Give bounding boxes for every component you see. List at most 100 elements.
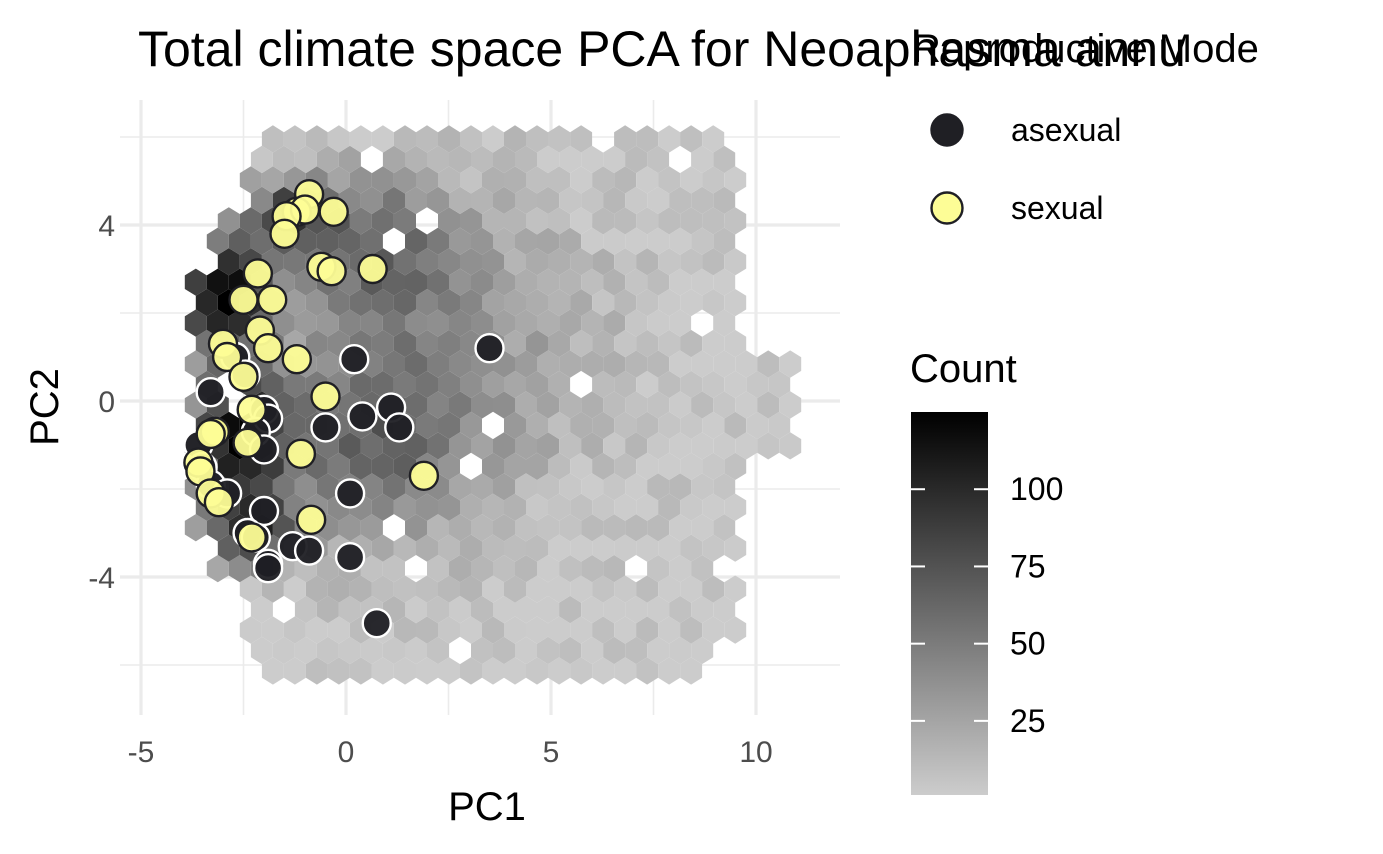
hex-bin (427, 636, 449, 665)
hex-bin (636, 329, 659, 358)
hex-bin (647, 636, 670, 665)
hex-bin (713, 186, 736, 214)
hex-bin (294, 227, 317, 255)
hex-bin (537, 145, 560, 174)
colorbar-tick-label: 75 (1010, 548, 1046, 584)
hex-bin (636, 370, 659, 399)
hex-bin (393, 534, 416, 562)
hex-bin (691, 268, 714, 296)
hex-bin (537, 636, 560, 665)
hex-bin (526, 248, 548, 276)
hex-bin (570, 534, 593, 562)
hex-bin (570, 452, 593, 480)
hex-bin (206, 227, 229, 255)
hex-bin (416, 166, 438, 194)
hex-bin (294, 473, 317, 501)
hex-bin (680, 370, 703, 399)
hex-bin (702, 534, 725, 562)
hex-bin (625, 227, 648, 255)
hex-bin (217, 207, 240, 235)
hex-bin (493, 186, 515, 214)
hex-bin (658, 289, 681, 317)
hex-bin (449, 555, 471, 583)
hex-bin (493, 473, 515, 501)
hex-bin (724, 452, 747, 480)
hex-bin (217, 452, 240, 480)
hex-bin (757, 391, 780, 419)
hex-bin (382, 555, 405, 583)
hex-bin (658, 329, 681, 358)
hex-bin (338, 514, 361, 542)
hex-bin (669, 555, 692, 583)
hex-bin (438, 329, 460, 358)
hex-bin (195, 289, 218, 317)
hex-bin (305, 616, 328, 644)
hex-bin (658, 452, 681, 480)
hex-bin (261, 166, 284, 194)
hex-bin (438, 125, 460, 153)
hex-bin (438, 370, 460, 399)
hex-bin (504, 166, 526, 194)
hex-bin (405, 145, 427, 174)
hex-bin (471, 514, 493, 542)
hex-bin (625, 309, 648, 337)
hex-bin (316, 555, 339, 583)
hex-bin (393, 125, 416, 153)
hex-bin (581, 514, 604, 542)
hex-bin (393, 207, 416, 235)
hex-bin (382, 473, 405, 501)
hex-bin (625, 350, 648, 378)
hex-bin (316, 595, 339, 624)
point-asexual (252, 553, 284, 584)
hex-bin (669, 350, 692, 378)
hex-bin (504, 575, 526, 603)
hex-bin (393, 329, 416, 358)
hex-bin (316, 145, 339, 174)
hex-bin (427, 391, 449, 419)
point-asexual (347, 401, 378, 432)
point-asexual (384, 412, 415, 443)
hex-bin (427, 186, 449, 214)
hex-bin (371, 329, 394, 358)
point-asexual (474, 333, 505, 364)
hex-bin (504, 370, 526, 399)
hex-bin (405, 350, 427, 378)
hex-bin (460, 248, 482, 276)
hex-bin (636, 452, 659, 480)
hex-bin (206, 514, 229, 542)
hex-bin (393, 166, 416, 194)
hex-bin (382, 268, 405, 296)
hex-bin (680, 657, 703, 685)
hex-bin (548, 289, 571, 317)
hex-bin (427, 555, 449, 583)
hex-bin (305, 329, 328, 358)
point-sexual (232, 427, 263, 458)
hex-bin (283, 616, 306, 644)
hex-bin (228, 555, 251, 583)
hex-bin (338, 595, 361, 624)
hex-bin (614, 534, 637, 562)
hex-bin (636, 493, 659, 521)
hex-bin (647, 227, 670, 255)
hex-bin (405, 391, 427, 419)
hex-bin (405, 309, 427, 337)
hex-bin (691, 432, 714, 460)
hex-bin (283, 575, 306, 603)
hex-bin (515, 309, 537, 337)
point-sexual (242, 258, 274, 289)
hex-bin (349, 370, 372, 399)
hex-bin (680, 616, 703, 644)
hex-bin (438, 452, 460, 480)
hex-bin (559, 227, 582, 255)
hex-bin (349, 289, 372, 317)
hex-bin (460, 575, 482, 603)
hex-bin (680, 575, 703, 603)
hex-bin (416, 289, 438, 317)
hex-bin (471, 473, 493, 501)
legend-label-asexual: asexual (1011, 112, 1121, 148)
legend-entry-asexual: asexual (930, 112, 1121, 148)
colorbar-tick-label: 50 (1010, 626, 1046, 662)
hex-bin (779, 350, 802, 378)
hex-bin (724, 411, 747, 440)
hex-bin (482, 493, 504, 521)
